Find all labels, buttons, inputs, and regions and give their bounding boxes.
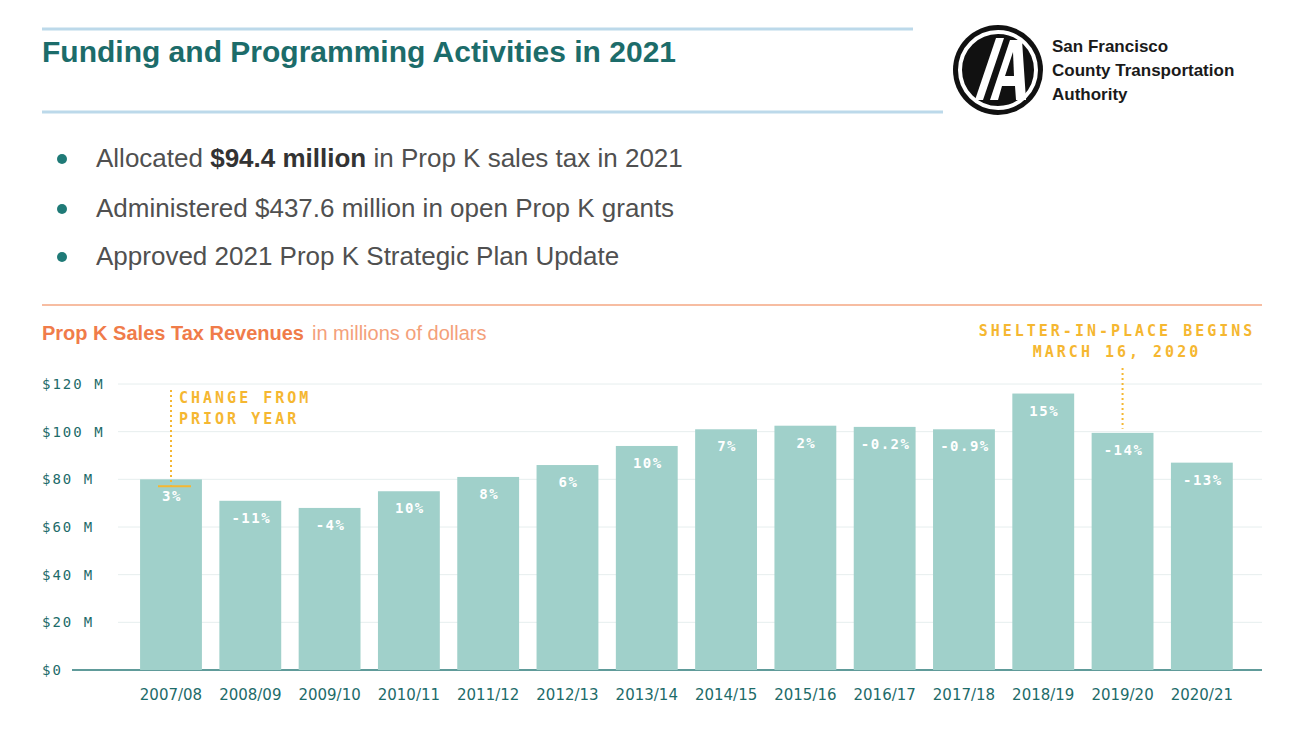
grid [72,384,1262,670]
organization-name: County Transportation [1052,61,1234,80]
header-title: Funding and Programming Activities in 20… [42,35,676,68]
y-tick-label: $20 M [42,614,94,630]
x-tick-label: 2017/18 [933,686,995,704]
x-tick-label: 2008/09 [219,686,281,704]
change-label: -0.9% [940,438,990,454]
canvas: Funding and Programming Activities in 20… [0,0,1300,731]
page: Funding and Programming Activities in 20… [0,0,1300,731]
y-tick-label: $120 M [42,376,105,392]
x-tick-label: 2019/20 [1091,686,1153,704]
chart-rule [42,304,1262,306]
x-tick-label: 2018/19 [1012,686,1074,704]
x-tick-label: 2015/16 [774,686,836,704]
x-tick-label: 2009/10 [298,686,360,704]
y-tick-label: $60 M [42,519,94,535]
logo-disc [953,25,1043,115]
logo-letter-hole [1005,52,1014,76]
grid-line [118,527,1262,528]
change-label: 6% [559,474,579,490]
change-label: 10% [395,500,425,516]
bullet-text: Administered $437.6 million in open Prop… [96,193,674,223]
grid-line [118,574,1262,575]
bullet-segment: Administered $437.6 million in open Prop… [96,193,674,223]
bar [140,479,202,670]
x-tick-label: 2012/13 [536,686,598,704]
annotation-tick [158,485,191,487]
bullet-text: Allocated $94.4 million in Prop K sales … [96,143,683,173]
bar [933,429,995,670]
logo [953,25,1043,115]
y-tick-label: $40 M [42,567,94,583]
x-tick-label: 2010/11 [378,686,440,704]
bar [1171,463,1233,670]
chart-subtitle: in millions of dollars [312,322,487,344]
annotation-leader [170,390,172,486]
bullet-segment: Allocated [96,143,210,173]
bar [1092,433,1154,670]
organization-name: San Francisco [1052,37,1168,56]
change-label: 10% [633,455,663,471]
change-label: -0.2% [861,436,911,452]
bullet-dot [57,204,67,214]
grid-line [118,431,1262,432]
logo-ring [960,32,1036,108]
y-tick-label: $80 M [42,471,94,487]
header-rule-top [42,28,913,31]
x-tick-label: 2020/21 [1171,686,1233,704]
change-label: 15% [1029,403,1059,419]
bullet-text: Approved 2021 Prop K Strategic Plan Upda… [96,241,619,271]
chart-title: Prop K Sales Tax Revenues [42,322,304,344]
bar [854,427,916,670]
bullet-dot [57,252,67,262]
x-tick-label: 2013/14 [616,686,678,704]
x-tick-label: 2011/12 [457,686,519,704]
change-label: 3% [162,488,182,504]
bullet-segment: $94.4 million [210,143,366,173]
change-label: 7% [717,438,737,454]
bar [299,508,361,670]
organization-name: Authority [1052,85,1128,104]
change-label: -14% [1104,442,1144,458]
annotation-text: CHANGE FROM [179,389,311,407]
bar [219,501,281,670]
annotation-leader [1122,368,1124,429]
annotation-text: SHELTER-IN-PLACE BEGINS [979,322,1256,340]
x-tick-label: 2016/17 [854,686,916,704]
bullet-segment: Approved 2021 Prop K Strategic Plan Upda… [96,241,619,271]
bar [774,426,836,670]
chart-title-line: Prop K Sales Tax Revenues in millions of … [42,322,486,344]
bullet-segment: in Prop K sales tax in 2021 [366,143,683,173]
bars [140,394,1233,670]
grid-line [118,622,1262,623]
change-label: 8% [479,486,499,502]
bar [1012,394,1074,670]
bar [537,465,599,670]
change-label: -11% [231,510,271,526]
bar [616,446,678,670]
annotation-text: PRIOR YEAR [179,410,299,428]
x-tick-label: 2014/15 [695,686,757,704]
change-label: 2% [796,435,816,451]
change-label: -13% [1183,472,1223,488]
grid-line [118,384,1262,385]
bar [378,491,440,670]
y-axis-line [123,384,124,670]
logo-letter [990,40,1026,100]
bullet-dot [57,154,67,164]
grid-line [118,479,1262,480]
y-tick-label: $100 M [42,424,105,440]
y-tick-label: $0 [42,662,63,678]
bar [457,477,519,670]
x-tick-label: 2007/08 [140,686,202,704]
change-label: -4% [316,517,346,533]
header-rule-bottom [42,111,943,114]
annotation-text: MARCH 16, 2020 [1033,343,1201,361]
bar [695,429,757,670]
